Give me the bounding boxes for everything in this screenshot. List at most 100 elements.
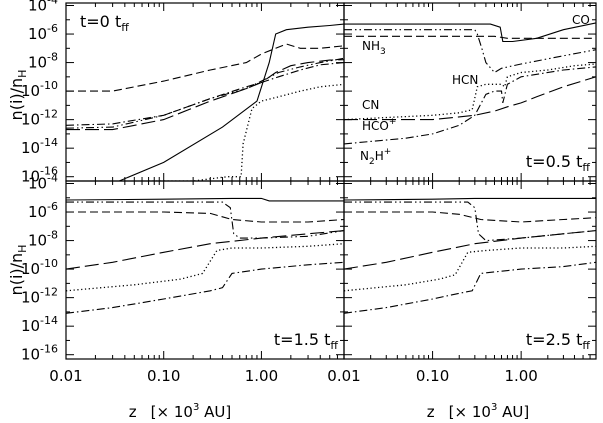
series-line-dash-dot-dot [344,29,596,74]
y-axis-label-top: n(i)/nH [7,70,29,121]
y-axis-label-subscript: H [16,245,29,253]
y-axis-label-bottom: n(i)/nH [7,245,29,296]
y-tick-mantissa: 10 [21,139,40,157]
tick-marks [65,3,345,181]
y-tick-exponent: -4 [47,172,58,185]
species-label-hcn: HCN [452,73,478,87]
species-label-co: CO [572,13,590,27]
y-tick-mantissa: 10 [21,111,40,129]
time-value: t=0 [80,12,115,31]
series-line-dash-dot [66,261,344,314]
y-tick-label: 10-6 [28,200,58,221]
time-value: t=2.5 [526,330,576,349]
x-axis-label-tail: AU] [497,403,529,421]
svg-text:n(i)/nH: n(i)/nH [7,245,29,296]
y-axis-label-text: n(i)/n [7,253,26,296]
series-line-dash-dot-dot [66,201,344,239]
y-tick-label: 10-8 [28,229,58,250]
time-label: t=1.5 tff [274,330,339,352]
series-line-dash-dot [344,261,596,314]
time-label: t=0 tff [80,12,129,34]
time-unit: t [576,330,582,349]
y-tick-exponent: -6 [47,200,58,213]
species-label-nh3: NH3 [362,39,386,57]
x-tick-label: 0.10 [416,367,449,385]
species-label-hco-plus: HCO+ [362,117,396,133]
series-line-solid [344,22,596,43]
time-unit-subscript: ff [582,339,590,352]
y-tick-label: 10-4 [28,0,58,15]
y-tick-exponent: -8 [47,229,58,242]
series-line-dotted [344,245,596,292]
series-line-dashed [344,35,596,39]
tick-marks [343,3,597,181]
y-tick-label: 10-14 [21,136,58,157]
y-tick-mantissa: 10 [28,25,47,43]
series-group [66,23,344,181]
x-tick-label: 0.01 [49,367,82,385]
series-line-long-dash [344,230,596,270]
time-unit: t [324,330,330,349]
x-axis-label-exp: 3 [491,402,497,413]
y-tick-mantissa: 10 [28,54,47,72]
y-tick-exponent: -16 [40,343,58,356]
x-axis-label-left: z [× 103 AU] [129,402,231,421]
y-tick-label: 10-10 [21,257,58,278]
y-tick-label: 10-10 [21,79,58,100]
time-unit-subscript: ff [330,339,338,352]
y-tick-mantissa: 10 [21,289,40,307]
y-tick-label: 10-14 [21,314,58,335]
y-tick-exponent: -12 [40,108,58,121]
x-tick-label: 1.00 [245,367,278,385]
species-label-cn: CN [362,98,379,112]
y-tick-mantissa: 10 [28,232,47,250]
tick-marks [343,181,597,359]
series-line-solid [344,197,596,201]
y-tick-exponent: -12 [40,286,58,299]
time-unit-subscript: ff [582,161,590,174]
y-tick-mantissa: 10 [21,346,40,364]
series-line-dash-dot [66,62,344,126]
svg-text:n(i)/nH: n(i)/nH [7,70,29,121]
time-label: t=0.5 tff [526,152,591,174]
y-tick-label: 10-16 [21,165,58,186]
x-tick-label: 0.10 [147,367,180,385]
series-line-dotted [148,83,344,181]
y-tick-mantissa: 10 [21,168,40,186]
time-unit: t [576,152,582,171]
time-value: t=0.5 [526,152,576,171]
x-axis-label-z: z [129,403,137,421]
y-tick-exponent: -10 [40,257,58,270]
y-tick-mantissa: 10 [28,0,47,15]
series-line-long-dash [66,230,344,270]
y-tick-exponent: -6 [47,22,58,35]
series-line-dash-dot-dot [66,57,344,129]
series-line-dash-dot-dot [344,201,596,242]
series-line-dashed [66,43,344,92]
series-line-dotted [66,243,344,292]
series-line-long-dash [66,59,344,131]
panel-bottom-right: 0.01 0.10 1.00t=2.5 tff [327,180,597,385]
series-group [66,197,344,314]
x-tick-label: 1.00 [504,367,537,385]
time-unit-subscript: ff [121,21,129,34]
x-axis-label-z: z [427,403,435,421]
y-tick-label: 10-8 [28,51,58,72]
y-tick-exponent: -8 [47,51,58,64]
y-tick-mantissa: 10 [28,175,47,193]
tick-marks [65,181,345,359]
x-axis-label-tail: AU] [199,403,231,421]
x-tick-label: 0.01 [327,367,360,385]
series-line-dashed [344,211,596,223]
y-tick-exponent: -4 [47,0,58,7]
y-tick-label: 10-16 [21,343,58,364]
x-axis-label-right: z [× 103 AU] [427,402,529,421]
y-tick-label: 10-6 [28,22,58,43]
series-line-dashed [66,211,344,223]
y-tick-exponent: -10 [40,79,58,92]
x-axis-label-unit: [× 10 [151,403,193,421]
x-axis-label-unit: [× 10 [449,403,491,421]
y-tick-exponent: -14 [40,136,58,149]
